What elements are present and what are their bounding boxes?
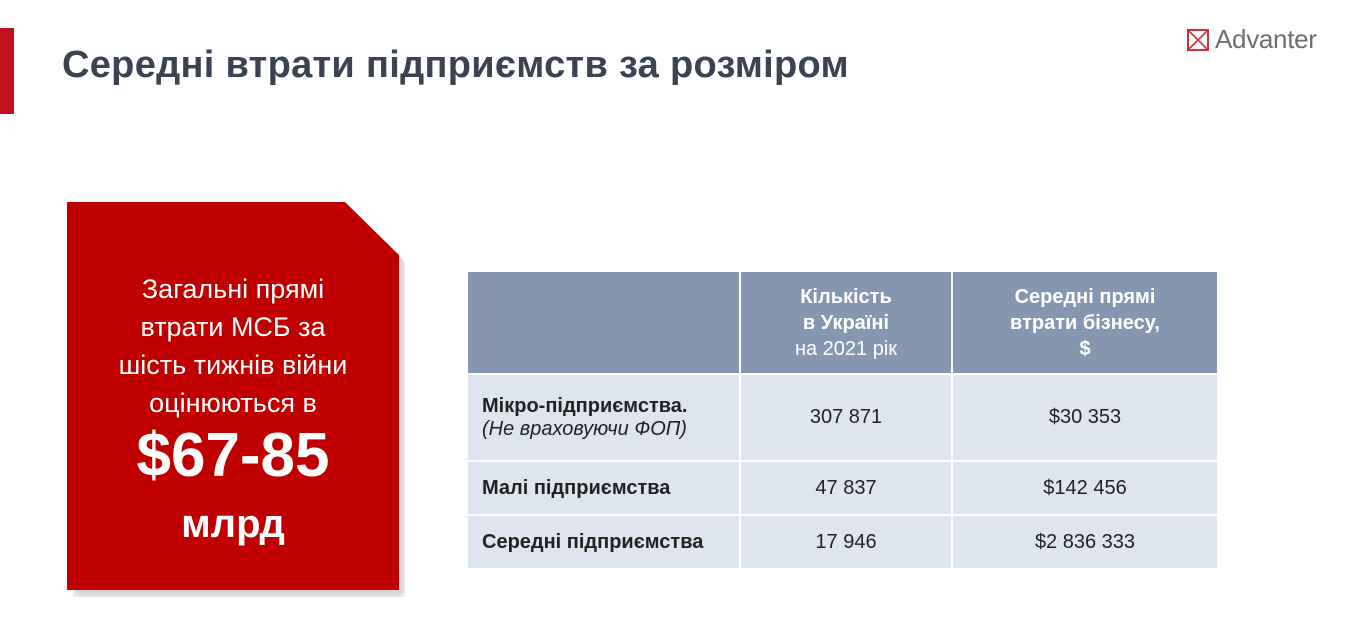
- row-count: 307 871: [739, 373, 953, 462]
- callout-text: Загальні прямі втрати МСБ за шість тижні…: [118, 274, 348, 418]
- row-note: (Не враховуючи ФОП): [482, 417, 687, 440]
- row-count: 47 837: [739, 460, 953, 516]
- advanter-logo-icon: [1187, 28, 1209, 51]
- table-row: Малі підприємства 47 837 $142 456: [466, 460, 1219, 516]
- table-row: Середні підприємства 17 946 $2 836 333: [466, 514, 1219, 570]
- row-label: Мікро-підприємства. (Не враховуючи ФОП): [466, 373, 741, 462]
- row-label-text: Мікро-підприємства.: [482, 394, 688, 417]
- page-title: Середні втрати підприємств за розміром: [62, 44, 849, 86]
- row-count: 17 946: [739, 514, 953, 570]
- row-loss: $30 353: [951, 373, 1219, 462]
- table-header-row: Кількість в Україні на 2021 рік Середні п…: [466, 270, 1219, 375]
- callout-amount: $67-85: [136, 421, 330, 490]
- header-loss: Середні прямі втрати бізнесу, $: [951, 270, 1219, 375]
- logo-text: Advanter: [1215, 24, 1317, 54]
- table-row: Мікро-підприємства. (Не враховуючи ФОП) 3…: [466, 373, 1219, 462]
- header-count-label: Кількість в Україні: [800, 285, 892, 334]
- row-loss: $2 836 333: [951, 514, 1219, 570]
- losses-table: Кількість в Україні на 2021 рік Середні п…: [466, 270, 1219, 570]
- logo: Advanter: [1187, 24, 1317, 55]
- row-label: Середні підприємства: [466, 514, 741, 570]
- callout-unit: млрд: [181, 502, 285, 546]
- header-empty: [466, 270, 741, 375]
- accent-bar: [0, 28, 14, 114]
- row-loss: $142 456: [951, 460, 1219, 516]
- row-label: Малі підприємства: [466, 460, 741, 516]
- header-count: Кількість в Україні на 2021 рік: [739, 270, 953, 375]
- header-count-sub: на 2021 рік: [794, 337, 898, 360]
- loss-callout: Загальні прямі втрати МСБ за шість тижні…: [67, 202, 399, 590]
- header-loss-label: Середні прямі втрати бізнесу, $: [1010, 285, 1160, 360]
